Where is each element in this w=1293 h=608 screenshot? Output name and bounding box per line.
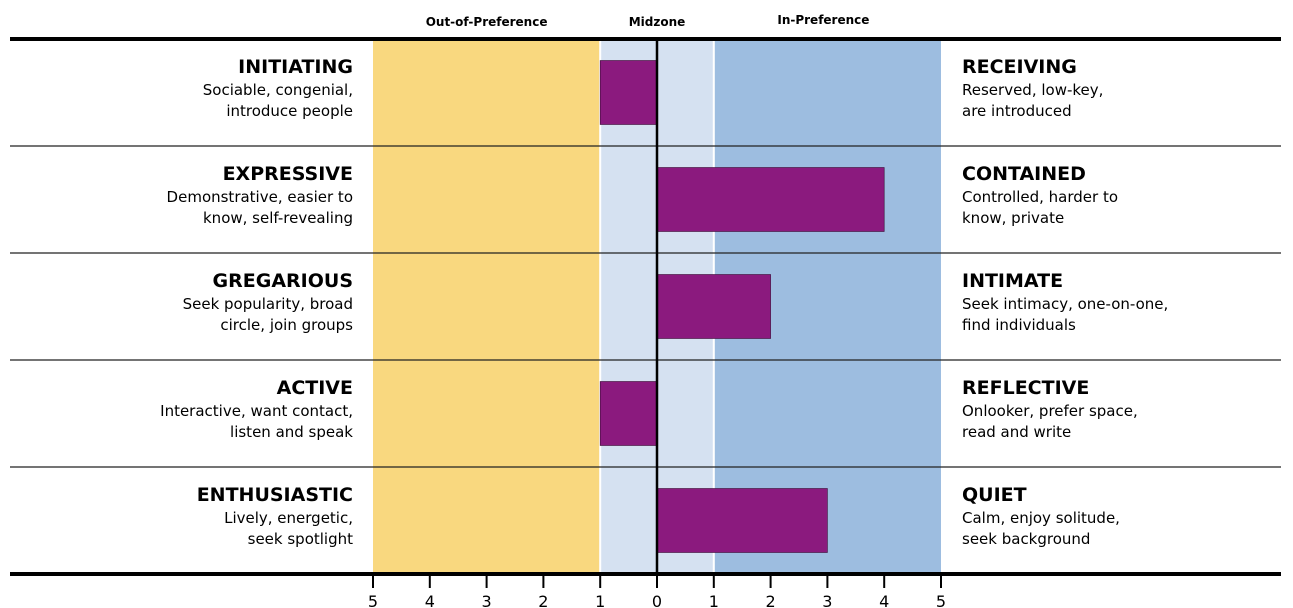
x-tick-label: 2 — [766, 592, 776, 608]
left-pole-description: Seek popularity, broad — [183, 295, 353, 313]
right-pole-title: INTIMATE — [962, 270, 1063, 292]
x-axis: 5 4 3 2 1 0 1 2 3 4 5 — [10, 37, 1281, 608]
left-pole-description: Demonstrative, easier to — [167, 188, 353, 206]
right-pole-description: seek background — [962, 530, 1090, 548]
right-pole-description: read and write — [962, 423, 1071, 441]
x-tick-label: 3 — [482, 592, 492, 608]
right-pole-description: Onlooker, prefer space, — [962, 402, 1138, 420]
x-tick-label: 2 — [538, 592, 548, 608]
bar-gregarious — [656, 274, 771, 339]
right-pole-title: QUIET — [962, 484, 1027, 506]
x-tick-label: 0 — [652, 592, 662, 608]
x-tick-label: 3 — [822, 592, 832, 608]
out-of-preference-zone — [373, 39, 601, 574]
right-pole-description: know, private — [962, 209, 1064, 227]
midzone-label: Midzone — [629, 15, 686, 29]
left-pole-title: ENTHUSIASTIC — [197, 484, 353, 506]
left-pole-title: EXPRESSIVE — [223, 163, 353, 185]
x-tick-label: 5 — [936, 592, 946, 608]
in-preference-label: In-Preference — [777, 13, 869, 27]
right-pole-title: REFLECTIVE — [962, 377, 1089, 399]
x-tick-label: 1 — [595, 592, 605, 608]
row-labels: INITIATING Sociable, congenial, introduce … — [160, 56, 1168, 548]
x-tick-label: 1 — [709, 592, 719, 608]
left-pole-description: seek spotlight — [248, 530, 353, 548]
left-pole-description: Lively, energetic, — [224, 509, 353, 527]
right-pole-description: Calm, enjoy solitude, — [962, 509, 1120, 527]
bars — [599, 60, 885, 553]
left-pole-description: circle, join groups — [220, 316, 353, 334]
right-pole-title: CONTAINED — [962, 163, 1086, 185]
left-pole-description: know, self-revealing — [203, 209, 353, 227]
left-pole-title: INITIATING — [238, 56, 353, 78]
right-pole-description: Seek intimacy, one-on-one, — [962, 295, 1168, 313]
left-pole-description: listen and speak — [230, 423, 353, 441]
left-pole-description: Interactive, want contact, — [160, 402, 353, 420]
right-pole-description: find individuals — [962, 316, 1076, 334]
bar-expressive — [656, 167, 885, 232]
left-pole-description: introduce people — [226, 102, 353, 120]
right-pole-title: RECEIVING — [962, 56, 1077, 78]
zone-labels: Out-of-Preference Midzone In-Preference — [426, 13, 870, 29]
x-tick-label: 5 — [368, 592, 378, 608]
x-tick-label: 4 — [425, 592, 435, 608]
x-tick-label: 4 — [879, 592, 889, 608]
left-pole-title: ACTIVE — [277, 377, 353, 399]
bar-enthusiastic — [656, 488, 828, 553]
right-pole-description: are introduced — [962, 102, 1072, 120]
row-dividers — [10, 145, 1281, 468]
bar-initiating — [599, 60, 658, 125]
left-pole-description: Sociable, congenial, — [203, 81, 353, 99]
out-of-preference-label: Out-of-Preference — [426, 15, 548, 29]
bar-active — [599, 381, 658, 446]
right-pole-description: Controlled, harder to — [962, 188, 1118, 206]
left-pole-title: GREGARIOUS — [213, 270, 353, 292]
right-pole-description: Reserved, low-key, — [962, 81, 1103, 99]
